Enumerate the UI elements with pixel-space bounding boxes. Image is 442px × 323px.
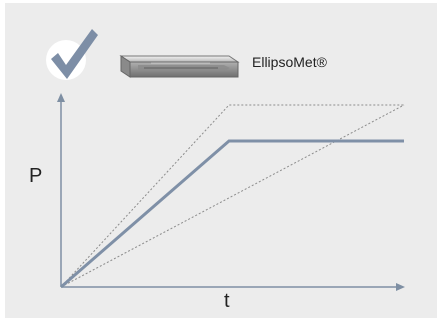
main-curve — [60, 139, 404, 289]
upper-guide-line — [60, 104, 404, 288]
x-axis-label: t — [224, 290, 230, 312]
y-axis-arrow-icon — [57, 93, 65, 102]
check-icon — [46, 29, 98, 80]
product-name: EllipsoMet® — [252, 54, 327, 70]
check-circle — [46, 40, 86, 80]
product-label: EllipsoMet® — [252, 54, 327, 70]
check-mark — [51, 29, 98, 79]
lower-guide-line — [60, 104, 405, 288]
x-axis-arrow-icon — [396, 283, 405, 291]
ellipsomet-slab-icon — [119, 55, 240, 78]
y-axis-label: P — [29, 165, 43, 187]
